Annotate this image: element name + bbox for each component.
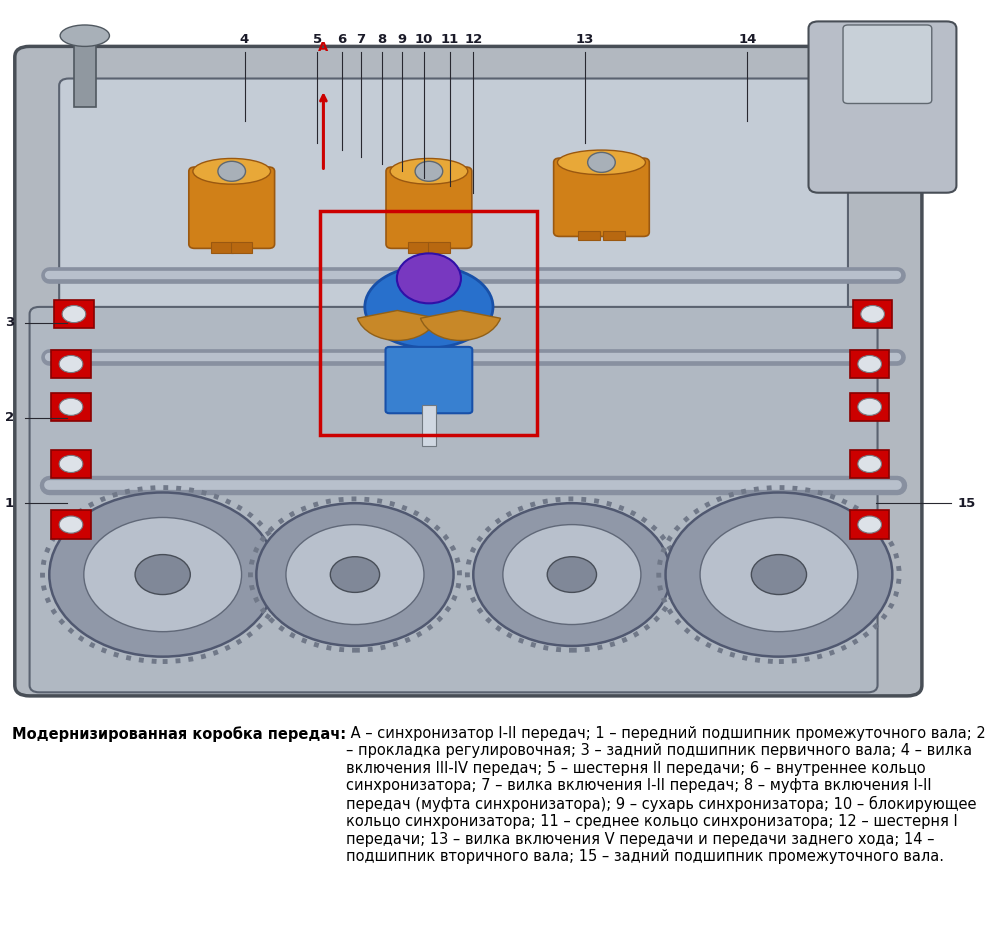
FancyBboxPatch shape: [387, 167, 472, 248]
Circle shape: [84, 518, 242, 632]
Circle shape: [415, 161, 443, 181]
Circle shape: [286, 524, 424, 624]
Circle shape: [135, 554, 190, 594]
Circle shape: [218, 161, 246, 181]
Text: 15: 15: [957, 496, 976, 509]
Circle shape: [858, 516, 881, 533]
Text: 7: 7: [356, 34, 366, 47]
Ellipse shape: [365, 266, 493, 348]
Text: 13: 13: [576, 34, 594, 47]
Text: 4: 4: [240, 34, 249, 47]
Bar: [578, 230, 599, 241]
Wedge shape: [357, 311, 438, 341]
Text: 12: 12: [464, 34, 482, 47]
FancyBboxPatch shape: [386, 347, 472, 413]
FancyBboxPatch shape: [15, 47, 922, 696]
Text: 11: 11: [441, 34, 458, 47]
Circle shape: [858, 355, 881, 372]
Circle shape: [49, 493, 276, 657]
Text: 10: 10: [415, 34, 433, 47]
Text: А – синхронизатор I-II передач; 1 – передний подшипник промежуточного вала; 2 – : А – синхронизатор I-II передач; 1 – пере…: [346, 726, 986, 864]
Circle shape: [256, 503, 454, 646]
Bar: [51, 393, 91, 421]
FancyBboxPatch shape: [188, 167, 274, 248]
Bar: [428, 243, 450, 253]
FancyBboxPatch shape: [30, 307, 878, 692]
Circle shape: [858, 455, 881, 472]
Circle shape: [59, 516, 83, 533]
Ellipse shape: [557, 150, 646, 174]
Text: Модернизированная коробка передач:: Модернизированная коробка передач:: [12, 726, 346, 742]
Circle shape: [59, 455, 83, 472]
Circle shape: [858, 398, 881, 415]
Circle shape: [473, 503, 670, 646]
Ellipse shape: [396, 254, 461, 303]
Ellipse shape: [193, 159, 270, 184]
Bar: [850, 510, 889, 539]
Circle shape: [547, 557, 597, 592]
FancyBboxPatch shape: [554, 158, 649, 236]
Circle shape: [861, 305, 884, 323]
Text: 2: 2: [5, 411, 14, 424]
Circle shape: [751, 554, 807, 594]
Text: 5: 5: [313, 34, 322, 47]
Ellipse shape: [390, 159, 467, 184]
Circle shape: [666, 493, 892, 657]
Text: 14: 14: [739, 34, 756, 47]
Bar: [51, 350, 91, 378]
Circle shape: [588, 152, 615, 173]
Circle shape: [59, 355, 83, 372]
Circle shape: [503, 524, 641, 624]
FancyBboxPatch shape: [59, 78, 848, 336]
Text: 3: 3: [5, 316, 14, 329]
Bar: [603, 230, 625, 241]
Bar: [320, 211, 537, 436]
Circle shape: [59, 398, 83, 415]
Text: 1: 1: [5, 496, 14, 509]
Bar: [231, 243, 252, 253]
Bar: [853, 299, 892, 328]
Circle shape: [330, 557, 380, 592]
Circle shape: [62, 305, 86, 323]
Bar: [422, 405, 436, 446]
Wedge shape: [420, 311, 501, 341]
Text: A: A: [318, 40, 328, 53]
Bar: [51, 450, 91, 479]
Text: 9: 9: [397, 34, 407, 47]
Bar: [850, 393, 889, 421]
Bar: [54, 299, 94, 328]
Bar: [850, 450, 889, 479]
FancyBboxPatch shape: [809, 21, 956, 193]
Ellipse shape: [60, 25, 109, 47]
Text: 6: 6: [337, 34, 347, 47]
Bar: [51, 510, 91, 539]
Bar: [408, 243, 430, 253]
Bar: [850, 350, 889, 378]
Bar: [74, 35, 96, 107]
Text: 8: 8: [377, 34, 387, 47]
Bar: [211, 243, 233, 253]
FancyBboxPatch shape: [843, 25, 932, 104]
Circle shape: [700, 518, 858, 632]
